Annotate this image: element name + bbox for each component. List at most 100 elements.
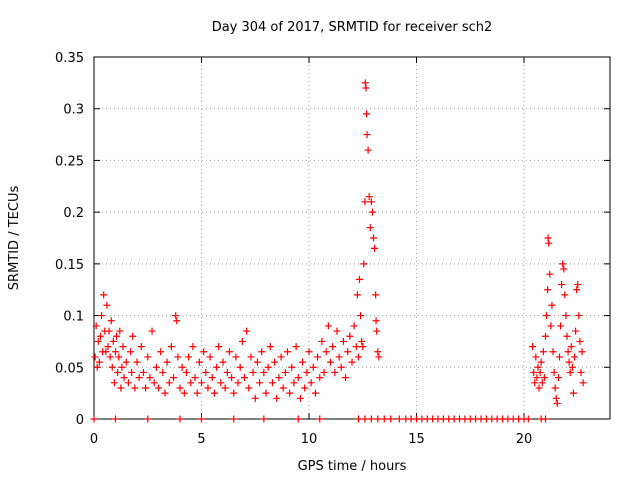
data-point [127, 348, 135, 356]
data-point [258, 348, 266, 356]
data-point [568, 363, 576, 371]
data-point [232, 353, 240, 361]
data-point [271, 358, 279, 366]
data-point [150, 379, 158, 387]
data-point [366, 224, 374, 232]
data-point [558, 281, 566, 289]
data-point [228, 374, 236, 382]
data-point [113, 332, 121, 340]
data-point [553, 399, 561, 407]
data-point [353, 291, 361, 299]
x-tick-label: 20 [516, 432, 533, 447]
data-point [387, 415, 395, 423]
data-point [545, 239, 553, 247]
data-point [559, 260, 567, 268]
x-tick-label: 15 [408, 432, 425, 447]
data-point [96, 332, 104, 340]
data-point [290, 379, 298, 387]
data-point [571, 353, 579, 361]
data-point [155, 384, 162, 392]
data-point [572, 327, 580, 335]
data-point [374, 415, 382, 423]
y-tick-label: 0.25 [55, 154, 84, 169]
data-point [354, 415, 362, 423]
data-point [187, 379, 195, 387]
data-point [253, 358, 261, 366]
data-point [281, 368, 289, 376]
data-point [320, 368, 328, 376]
data-point [116, 327, 124, 335]
data-point [107, 317, 115, 325]
data-point [91, 353, 99, 361]
data-point [180, 389, 188, 397]
data-point [215, 343, 223, 351]
data-point [128, 368, 136, 376]
y-tick-label: 0.1 [63, 310, 84, 325]
data-point [223, 368, 231, 376]
data-point [578, 348, 586, 356]
data-point [286, 389, 294, 397]
data-point [576, 337, 584, 345]
data-point [548, 301, 556, 309]
data-point [569, 389, 577, 397]
data-point [124, 379, 132, 387]
data-point [546, 270, 554, 278]
data-point [120, 374, 128, 382]
data-point [103, 301, 111, 309]
data-point [542, 332, 549, 340]
data-point [198, 415, 205, 423]
data-point [185, 353, 193, 361]
data-point [333, 327, 341, 335]
data-point [102, 348, 110, 356]
data-point [552, 394, 560, 402]
data-point [367, 198, 375, 206]
data-point [309, 363, 317, 371]
data-point [117, 384, 125, 392]
data-point [554, 374, 562, 382]
data-point [352, 343, 360, 351]
data-point [108, 363, 116, 371]
data-point [542, 415, 549, 423]
data-point [322, 348, 330, 356]
data-point [204, 384, 212, 392]
data-point [104, 343, 112, 351]
data-point [144, 415, 152, 423]
data-point [112, 348, 119, 356]
data-point [531, 379, 539, 387]
data-point [284, 348, 291, 356]
data-point [172, 312, 180, 320]
data-point [133, 358, 141, 366]
data-point [277, 353, 285, 361]
data-point [260, 368, 268, 376]
data-point [249, 368, 257, 376]
data-point [266, 343, 274, 351]
x-tick-label: 5 [197, 432, 205, 447]
data-point [363, 131, 371, 139]
data-point [294, 415, 302, 423]
data-point [170, 374, 178, 382]
data-point [551, 384, 559, 392]
data-point [243, 327, 251, 335]
data-point [550, 368, 558, 376]
data-point [176, 384, 184, 392]
data-point [236, 363, 244, 371]
data-point [191, 374, 199, 382]
data-point [137, 343, 145, 351]
data-point [574, 281, 582, 289]
plot-frame [93, 56, 611, 420]
data-point [163, 358, 171, 366]
x-tick-label: 10 [301, 432, 318, 447]
data-point [348, 358, 356, 366]
data-point [372, 291, 380, 299]
data-point [189, 343, 197, 351]
data-point [230, 389, 238, 397]
data-point [566, 368, 574, 376]
data-point [92, 322, 100, 330]
x-axis-label: GPS time / hours [298, 459, 407, 474]
data-point [195, 358, 203, 366]
data-point [193, 389, 201, 397]
data-point [288, 363, 296, 371]
data-point [152, 363, 160, 371]
y-tick-label: 0 [76, 413, 84, 428]
